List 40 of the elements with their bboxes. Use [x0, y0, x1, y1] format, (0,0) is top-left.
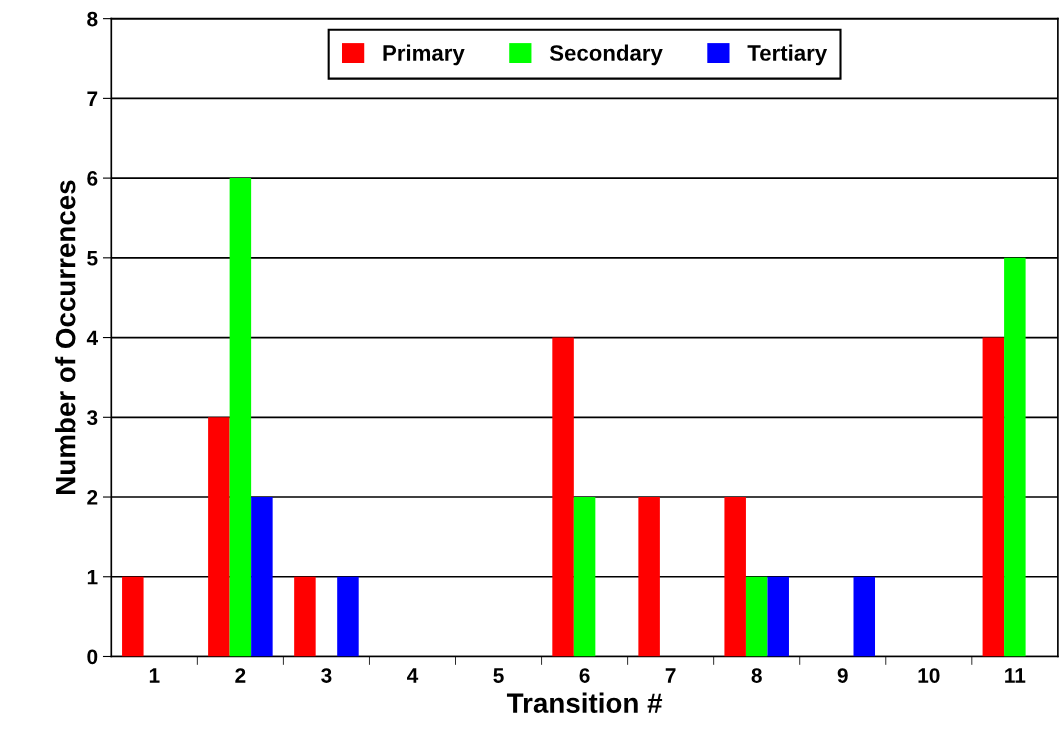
y-tick-label: 2	[87, 490, 98, 505]
legend-label: Secondary	[549, 44, 663, 66]
y-tick-label: 0	[87, 649, 98, 665]
x-tick-label: 5	[493, 668, 504, 683]
bar	[573, 497, 596, 657]
x-tick-label: 11	[1005, 668, 1026, 683]
y-tick-label: 7	[87, 91, 98, 106]
bar	[552, 337, 574, 657]
x-tick-label: 6	[579, 668, 590, 683]
y-tick-label: 3	[87, 410, 98, 426]
bar	[337, 576, 359, 657]
y-tick-label: 5	[87, 251, 98, 266]
x-axis-title: Transition #	[506, 692, 663, 713]
x-tick-label: 2	[235, 668, 246, 683]
bar	[853, 576, 876, 657]
y-tick-label: 6	[87, 171, 98, 186]
bar	[767, 576, 789, 657]
bar	[638, 497, 660, 657]
y-tick-label: 8	[87, 11, 98, 27]
x-tick-label: 8	[751, 668, 762, 683]
bar	[208, 417, 230, 657]
x-tick-label: 10	[918, 668, 940, 683]
x-tick-label: 1	[149, 668, 160, 683]
x-tick-label: 9	[837, 668, 848, 683]
x-tick-label: 7	[665, 668, 676, 683]
legend-label: Tertiary	[747, 44, 828, 66]
bar	[982, 337, 1005, 657]
bar	[724, 497, 746, 657]
bar	[122, 576, 144, 657]
y-axis-title: Number of Occurrences	[55, 180, 76, 494]
x-tick-label: 4	[407, 668, 419, 683]
legend-label: Primary	[383, 44, 465, 66]
bar	[251, 497, 273, 657]
y-tick-label: 1	[87, 569, 98, 585]
bar	[294, 576, 316, 657]
bar	[745, 576, 768, 657]
x-tick-label: 3	[321, 668, 332, 683]
bar	[229, 178, 252, 657]
y-tick-label: 4	[86, 330, 98, 346]
bar	[1004, 257, 1026, 657]
